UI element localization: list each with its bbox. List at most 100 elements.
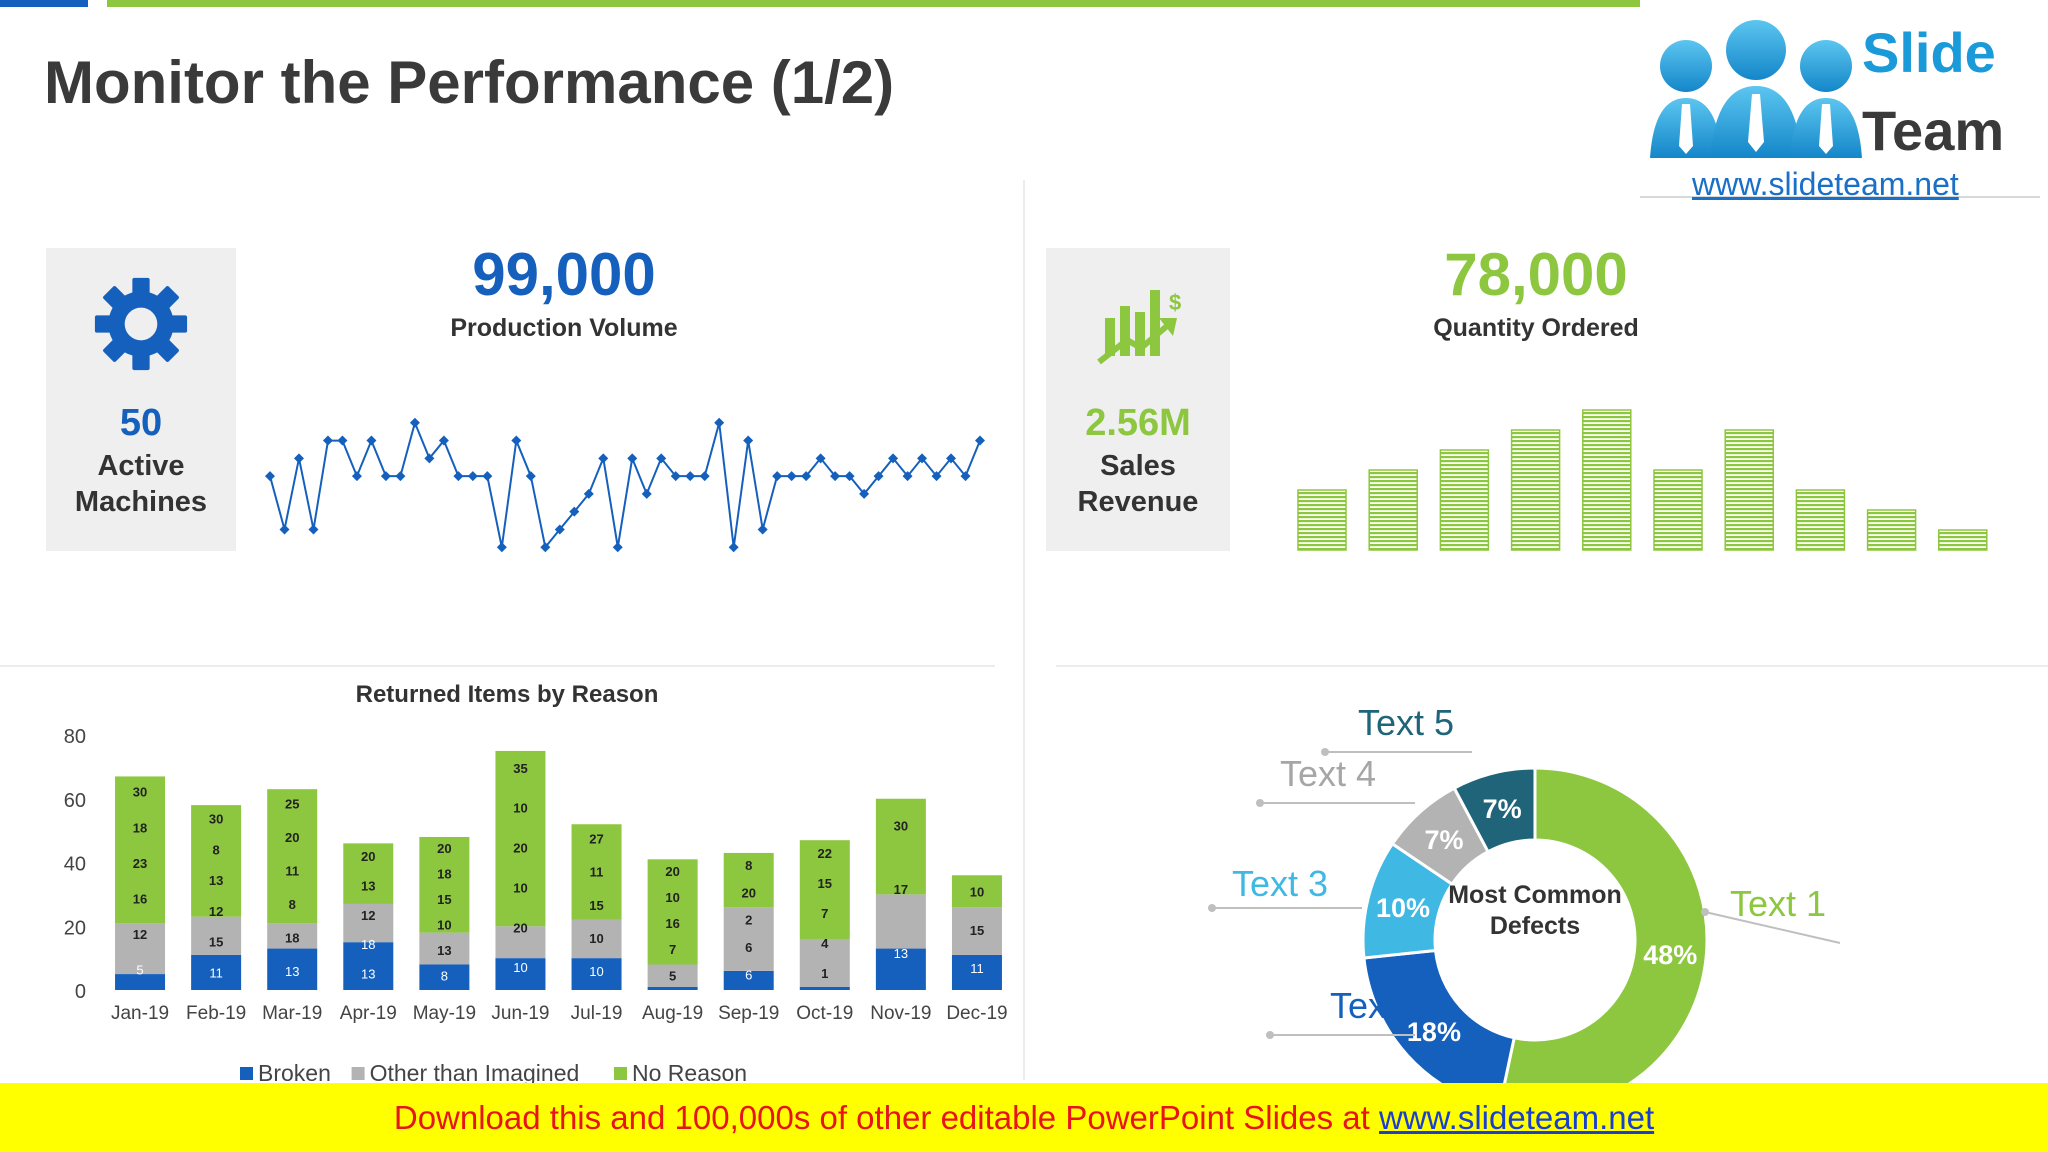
production-point [467,471,478,482]
production-point [351,471,362,482]
bar-segment [571,958,622,990]
production-point [830,471,841,482]
segment-value-label: 11 [285,864,299,879]
segment-value-label: 20 [285,830,299,845]
x-tick-label: Feb-19 [186,1003,246,1024]
x-tick-label: Dec-19 [946,1003,1007,1024]
production-point [424,453,435,464]
horizontal-divider-left [0,665,995,667]
segment-value-label: 5 [669,968,676,983]
segment-value-label: 23 [133,856,147,871]
segment-value-label: 16 [665,916,679,931]
segment-value-label: 6 [745,968,752,983]
logo-word-slide: Slide [1862,21,1996,84]
segment-value-label: 12 [361,908,375,923]
segment-value-label: 15 [209,935,223,950]
segment-value-label: 13 [894,946,908,961]
segment-value-label: 13 [209,873,223,888]
quantity-bar [1938,529,1988,551]
production-point [902,471,913,482]
production-point [540,542,551,553]
horizontal-divider-right [1056,665,2048,667]
legend-label: No Reason [632,1060,747,1083]
y-tick-label: 40 [64,854,86,876]
x-tick-label: Mar-19 [262,1003,322,1024]
bar-segment [647,859,698,965]
segment-value-label: 11 [590,865,604,880]
bar-segment [799,986,850,990]
quantity-bar [1866,509,1917,551]
segment-value-label: 10 [589,964,603,979]
x-tick-label: Sep-19 [718,1003,779,1024]
production-point [322,435,333,446]
bar-segment [799,840,850,939]
bar-segment [267,923,318,949]
active-machines-value: 50 [119,402,163,444]
bar-segment [343,903,394,943]
banner-link[interactable]: www.slideteam.net [1379,1099,1655,1136]
kpi-active-machines: 50 Active Machines [46,248,236,551]
production-point [627,453,638,464]
segment-value-label: 10 [513,880,527,895]
x-tick-label: Nov-19 [870,1003,931,1024]
production-point [598,453,609,464]
segment-value-label: 15 [437,892,451,907]
segment-value-label: 18 [133,820,147,835]
segment-value-label: 8 [745,858,752,873]
slice-category-label: Text 4 [1280,753,1376,794]
bar-segment [419,837,470,933]
bar-segment [495,750,546,927]
bar-segment [723,907,774,971]
segment-value-label: 18 [437,867,451,882]
quantity-bar [1297,489,1347,551]
bar-segment [115,776,166,924]
production-point [656,453,667,464]
segment-value-label: 13 [361,878,375,893]
production-point [496,542,507,553]
production-point [293,453,304,464]
slideteam-logo[interactable]: Slide Team www.slideteam.net [1640,8,2040,202]
production-point [815,453,826,464]
segment-value-label: 17 [894,882,908,897]
segment-value-label: 11 [209,966,223,981]
production-point [844,471,855,482]
leader-dot [1208,904,1216,912]
production-point [279,524,290,535]
bar-segment [191,805,242,917]
segment-value-label: 20 [361,849,375,864]
production-point [714,417,725,428]
leader-dot [1256,799,1264,807]
bar-segment [495,958,546,990]
production-point [931,471,942,482]
segment-value-label: 25 [285,797,299,812]
leader-line [1704,911,1841,944]
donut-slice [1452,766,1537,854]
production-point [888,453,899,464]
slice-category-label: Text 2 [1330,985,1426,1026]
sales-revenue-label-line2: Revenue [1077,486,1199,518]
production-point [409,417,420,428]
production-point [786,471,797,482]
production-series-line [269,419,981,550]
bar-segment [343,843,394,904]
segment-value-label: 8 [289,897,296,912]
logo-url-link[interactable]: www.slideteam.net [1692,166,1959,202]
segment-value-label: 10 [513,801,527,816]
bar-segment [799,939,850,987]
defects-donut-chart: 48% Text 1 18%Text 2 10% Text 3 7% Text 4 7% Tex… [1208,702,1841,1083]
production-point [873,471,884,482]
production-point [337,435,348,446]
segment-value-label: 35 [513,761,527,776]
bar-segment [115,974,166,990]
y-tick-label: 20 [64,917,86,939]
segment-value-label: 10 [970,885,984,900]
segment-value-label: 10 [589,931,603,946]
segment-value-label: 8 [441,969,448,984]
quantity-ordered-label: Quantity Ordered [1433,314,1639,342]
production-point [380,471,391,482]
segment-value-label: 20 [665,864,679,879]
segment-value-label: 4 [821,936,829,951]
accent-bar-blue [0,0,88,7]
x-tick-label: Jan-19 [111,1003,169,1024]
segment-value-label: 30 [133,785,147,800]
